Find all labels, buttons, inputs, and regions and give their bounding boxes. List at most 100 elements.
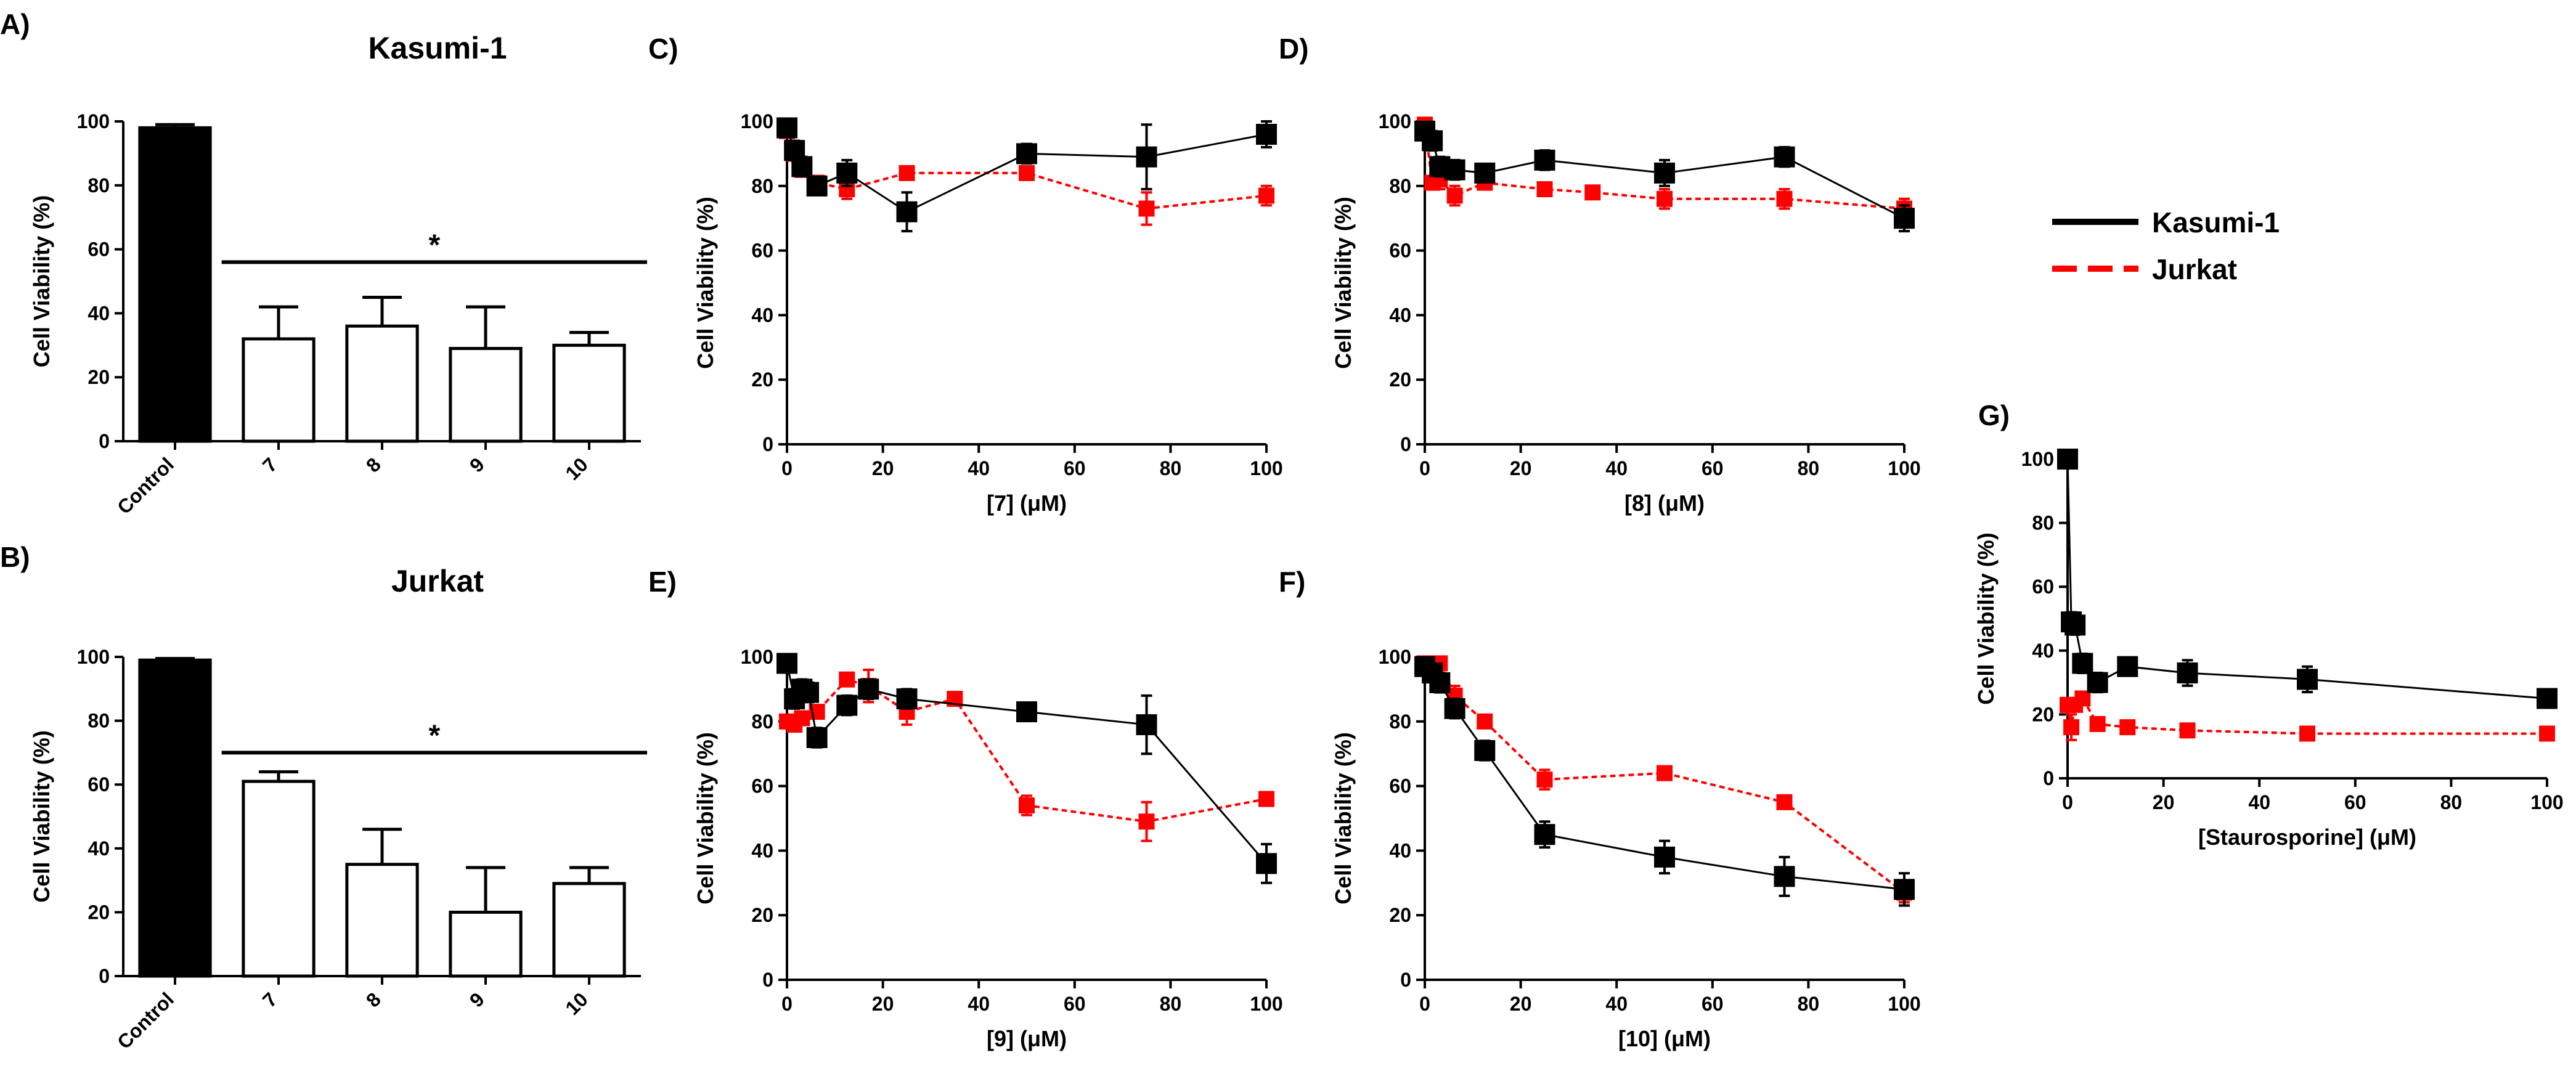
- y-tick-label: 80: [1389, 711, 1411, 733]
- y-axis-label: Cell Viability (%): [693, 732, 718, 904]
- y-tick-label: 20: [2032, 703, 2054, 725]
- x-tick-label: 100: [1888, 457, 1920, 479]
- data-point: [1474, 162, 1496, 184]
- data-point: [1016, 701, 1037, 723]
- y-tick-label: 0: [762, 433, 773, 455]
- data-point: [1654, 846, 1675, 868]
- data-point: [1019, 165, 1035, 181]
- x-tick-label: 100: [2530, 791, 2563, 813]
- data-point: [836, 162, 858, 184]
- y-tick-label: 0: [2043, 767, 2054, 789]
- series-jurkat: [2060, 690, 2555, 742]
- data-point: [1019, 797, 1035, 814]
- y-tick-label: 40: [88, 302, 110, 324]
- y-tick-label: 60: [751, 240, 773, 262]
- x-tick-label: 100: [1250, 993, 1282, 1015]
- y-axis-label: Cell Viability (%): [693, 197, 718, 368]
- data-point: [794, 710, 810, 727]
- data-point: [1429, 672, 1451, 693]
- y-tick-label: 40: [751, 839, 773, 861]
- y-tick-label: 0: [99, 965, 110, 987]
- y-tick-label: 100: [1379, 110, 1411, 132]
- category-label-10: 10: [561, 453, 592, 484]
- data-point: [798, 682, 820, 703]
- category-label-9: 9: [465, 453, 489, 476]
- y-tick-label: 40: [751, 304, 773, 326]
- y-tick-label: 40: [88, 837, 110, 860]
- x-tick-label: 20: [872, 993, 894, 1015]
- y-tick-label: 60: [1389, 775, 1411, 797]
- data-point: [1776, 794, 1793, 810]
- chart-panel-c: 0 20 40 60 80 100 Cell Viability (%) C) 0 20 40 60 8…: [648, 33, 1283, 516]
- chart-panel-a: 0 20 40 60 80 100 Cell Viability (%) A) Kasumi-1…: [0, 8, 647, 518]
- bar-9: [449, 346, 523, 443]
- x-tick-label: 40: [968, 457, 990, 479]
- category-label-7: 7: [258, 453, 282, 476]
- series-kasumi-1: [2057, 449, 2558, 709]
- chart-panel-d: 0 20 40 60 80 100 Cell Viability (%) D) 0 20 40 60 8…: [1279, 33, 1921, 516]
- y-tick-label: 80: [751, 711, 773, 733]
- x-tick-label: 100: [1250, 457, 1282, 479]
- panel-label: C): [648, 33, 679, 65]
- x-tick-label: 80: [1798, 993, 1820, 1015]
- data-point: [2297, 669, 2318, 690]
- y-tick-label: 80: [88, 710, 110, 732]
- data-point: [2537, 688, 2558, 709]
- data-point: [1016, 143, 1037, 165]
- y-axis-label: Cell Viability (%): [29, 730, 54, 902]
- bar-7: [242, 780, 316, 978]
- data-point: [2089, 715, 2106, 732]
- chart-title: Kasumi-1: [368, 31, 507, 65]
- x-tick-label: 60: [1702, 993, 1724, 1015]
- data-point: [1654, 162, 1675, 184]
- category-label-control: Control: [113, 988, 178, 1053]
- chart-panel-g: 0 20 40 60 80 100 Cell Viability (%) G) 0 20 40 60 8…: [1973, 399, 2564, 850]
- y-tick-label: 40: [1389, 839, 1411, 861]
- y-tick-label: 0: [1400, 969, 1411, 991]
- x-axis-label: [9] (μM): [987, 1026, 1067, 1051]
- series-kasumi-1: [776, 117, 1277, 233]
- data-point: [2063, 719, 2080, 736]
- x-axis-label: [10] (μM): [1618, 1026, 1711, 1051]
- category-label-control: Control: [113, 453, 178, 518]
- series-line-jurkat: [1424, 124, 1905, 210]
- data-point: [1894, 879, 1915, 900]
- y-tick-label: 60: [1389, 240, 1411, 262]
- data-point: [1256, 123, 1277, 145]
- y-tick-label: 20: [88, 366, 110, 388]
- data-point: [1138, 200, 1155, 217]
- x-tick-label: 40: [2248, 791, 2270, 813]
- series-kasumi-1: [1414, 656, 1915, 907]
- y-tick-label: 80: [88, 174, 110, 197]
- bar-control: [138, 658, 212, 978]
- data-point: [1657, 765, 1673, 781]
- y-axis-label: Cell Viability (%): [1331, 197, 1356, 368]
- data-point: [2064, 614, 2086, 636]
- data-point: [1584, 184, 1601, 201]
- x-tick-label: 40: [1605, 993, 1628, 1015]
- data-point: [2087, 672, 2108, 693]
- data-point: [1444, 698, 1465, 719]
- x-tick-label: 20: [872, 457, 894, 479]
- y-tick-label: 100: [77, 646, 110, 668]
- data-point: [2179, 722, 2196, 739]
- data-point: [1422, 130, 1443, 152]
- category-label-9: 9: [465, 988, 489, 1011]
- data-point: [1258, 791, 1274, 807]
- data-point: [1477, 713, 1493, 730]
- y-tick-label: 60: [88, 238, 110, 261]
- category-label-8: 8: [362, 453, 385, 476]
- chart-panel-f: 0 20 40 60 80 100 Cell Viability (%) F) 0 20 40 60 8…: [1279, 566, 1921, 1051]
- bar-9: [449, 910, 523, 978]
- data-point: [1536, 772, 1553, 788]
- y-axis-label: Cell Viability (%): [1973, 532, 1999, 704]
- y-tick-label: 40: [2032, 640, 2054, 662]
- data-point: [1256, 853, 1277, 874]
- data-point: [839, 671, 855, 688]
- x-tick-label: 100: [1888, 993, 1920, 1015]
- data-point: [1776, 190, 1793, 207]
- y-tick-label: 20: [1389, 904, 1411, 926]
- category-label-8: 8: [362, 988, 385, 1011]
- y-tick-label: 20: [1389, 368, 1411, 391]
- panel-label: G): [1978, 399, 2010, 431]
